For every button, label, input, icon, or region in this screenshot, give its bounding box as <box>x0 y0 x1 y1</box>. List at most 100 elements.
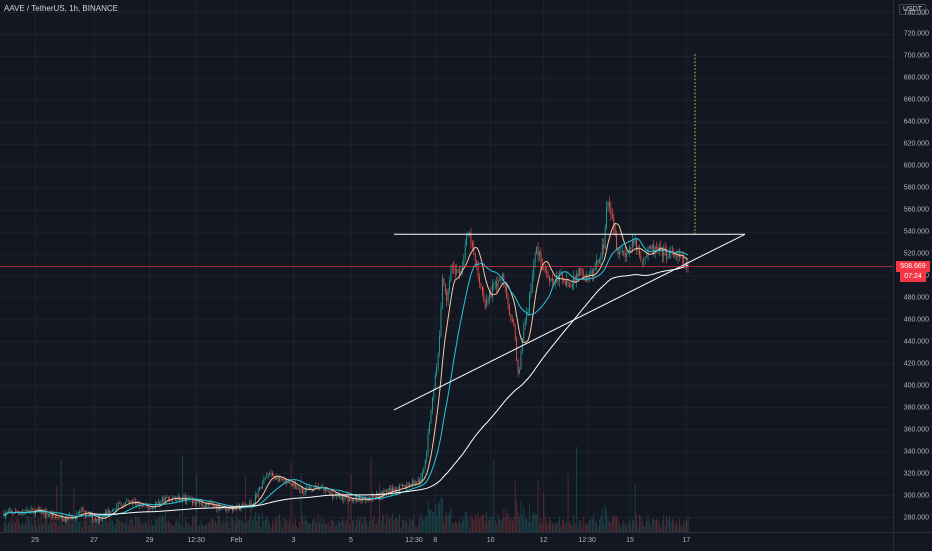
volume-bar <box>571 525 573 532</box>
candle-body <box>103 516 105 518</box>
candle-body <box>27 509 29 513</box>
price-chart[interactable] <box>0 0 893 532</box>
currency-button[interactable]: USDT <box>899 4 927 15</box>
candle-body <box>333 494 335 497</box>
price-tick-label: 480.000 <box>903 294 929 302</box>
candle-body <box>29 510 31 513</box>
candle-body <box>292 483 293 487</box>
candle-body <box>567 279 569 284</box>
candle-body <box>144 504 146 506</box>
volume-bar <box>626 525 628 532</box>
candle-body <box>487 299 489 301</box>
candle-body <box>252 504 253 505</box>
volume-bar <box>329 526 331 532</box>
volume-bar <box>416 526 418 532</box>
volume-bar <box>354 526 356 532</box>
volume-bar <box>559 516 560 532</box>
candle-body <box>76 514 78 517</box>
volume-bar <box>396 517 398 532</box>
candle-body <box>647 247 649 257</box>
candle-body <box>300 488 302 490</box>
candle-body <box>497 279 499 287</box>
time-tick-label: 10 <box>486 537 495 544</box>
volume-bar <box>620 527 622 532</box>
volume-bar <box>294 518 296 532</box>
volume-bar <box>569 522 570 532</box>
candle-body <box>254 494 256 503</box>
volume-bar <box>80 521 82 532</box>
volume-bar <box>302 515 303 532</box>
volume-bar <box>30 517 32 532</box>
volume-bar <box>267 519 269 532</box>
volume-bar <box>529 504 530 532</box>
candle-body <box>330 491 332 494</box>
price-axis[interactable]: USDT 740.000 720.000 700.000 680.000 660.000… <box>893 0 932 532</box>
volume-bar <box>226 515 228 532</box>
chart-area[interactable]: AAVE / TetherUS, 1h, BINANCE <box>0 0 893 532</box>
candle-body <box>579 268 580 277</box>
candle-body <box>680 256 682 257</box>
volume-bar <box>547 523 549 532</box>
candle-body <box>596 260 598 265</box>
candle-body <box>77 512 79 515</box>
candle-body <box>543 267 545 268</box>
volume-bar <box>577 525 579 532</box>
candle-body <box>393 488 395 491</box>
volume-bar <box>516 500 518 532</box>
candle-body <box>303 492 305 494</box>
axis-corner <box>893 532 932 551</box>
last-price-label: 508.669 <box>896 260 930 272</box>
candle-body <box>546 272 548 273</box>
candle-body <box>531 276 533 288</box>
candle-body <box>256 494 258 497</box>
volume-bar <box>206 524 208 532</box>
volume-bar <box>207 522 209 532</box>
candle-body <box>454 268 456 273</box>
candle-body <box>516 338 518 361</box>
volume-bar <box>651 518 653 532</box>
volume-bar <box>659 523 660 532</box>
candle-body <box>160 500 162 505</box>
volume-bar <box>299 521 301 532</box>
volume-bar <box>593 513 595 532</box>
volume-bar <box>449 512 450 532</box>
volume-bar <box>639 515 640 532</box>
candle-body <box>260 486 262 489</box>
volume-bar <box>323 518 325 532</box>
candle-body <box>500 277 502 281</box>
volume-bar <box>136 517 138 532</box>
candle-body <box>493 283 495 286</box>
volume-bar <box>253 516 255 532</box>
volume-bar <box>494 519 496 532</box>
candle-body <box>107 510 109 513</box>
volume-bar <box>327 521 329 532</box>
candle-body <box>133 501 135 502</box>
candle-body <box>169 498 171 500</box>
volume-bar <box>126 518 128 532</box>
candle-body <box>617 248 619 255</box>
time-axis[interactable]: 25 27 29 12:30 Feb 3 5 12:30 8 10 12 12:30 15 17 <box>0 532 893 551</box>
volume-bar <box>621 523 623 532</box>
candle-body <box>470 233 472 244</box>
volume-bar <box>90 519 92 532</box>
candle-body <box>607 202 609 208</box>
candle-body <box>50 513 52 517</box>
volume-bar <box>167 520 169 532</box>
price-tick-label: 400.000 <box>903 382 929 390</box>
price-tick-label: 620.000 <box>903 140 929 148</box>
volume-bar <box>79 521 81 532</box>
candle-body <box>63 518 65 522</box>
volume-bar <box>116 518 118 532</box>
volume-bar <box>567 473 569 532</box>
symbol-title: AAVE / TetherUS, 1h, BINANCE <box>4 4 118 13</box>
volume-bar <box>200 520 202 532</box>
volume-bar <box>279 514 281 532</box>
candle-body <box>509 305 510 315</box>
candle-body <box>504 284 506 288</box>
candle-body <box>506 287 508 299</box>
volume-bar <box>486 512 488 532</box>
volume-bar <box>334 526 336 532</box>
volume-bar <box>102 519 103 532</box>
candle-body <box>214 505 216 507</box>
candle-body <box>64 516 66 522</box>
